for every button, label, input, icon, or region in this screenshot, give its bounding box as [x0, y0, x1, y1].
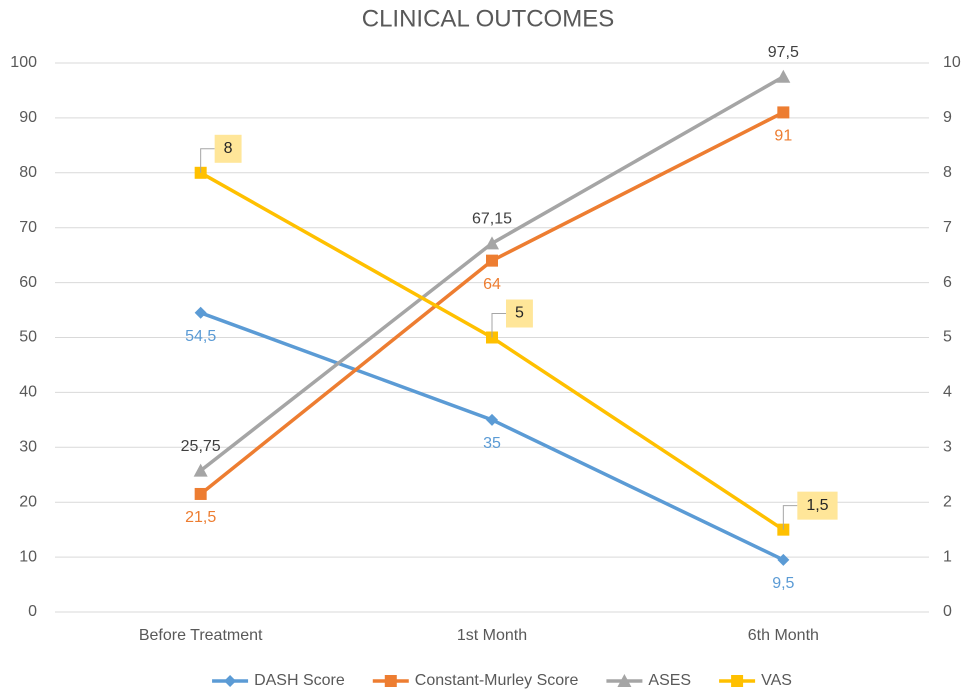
y2-tick-label: 10 [943, 54, 961, 71]
marker [731, 675, 744, 687]
y-tick-label: 70 [19, 219, 37, 236]
marker [777, 553, 790, 566]
x-tick-label: 6th Month [748, 627, 819, 644]
y-tick-label: 60 [19, 274, 37, 291]
y2-tick-label: 2 [943, 493, 952, 510]
series-line [199, 75, 785, 473]
callout-box [506, 299, 533, 328]
y-tick-label: 90 [19, 109, 37, 126]
data-label: 67,15 [472, 211, 512, 228]
marker [194, 487, 207, 500]
legend-label: DASH Score [254, 672, 345, 689]
x-tick-label: 1st Month [457, 627, 527, 644]
y2-tick-label: 1 [943, 548, 952, 565]
y-tick-label: 30 [19, 439, 37, 456]
marker [776, 69, 791, 83]
data-label: 91 [774, 128, 792, 145]
data-label: 5 [515, 305, 524, 322]
y2-tick-label: 0 [943, 603, 952, 620]
y2-tick-label: 9 [943, 109, 952, 126]
marker [224, 675, 237, 687]
data-label: 25,75 [181, 438, 221, 455]
y2-tick-label: 8 [943, 164, 952, 181]
y-tick-label: 80 [19, 164, 37, 181]
marker [617, 674, 632, 687]
y-tick-label: 0 [28, 603, 37, 620]
y-tick-label: 100 [10, 54, 37, 71]
y-tick-label: 20 [19, 493, 37, 510]
marker [194, 306, 207, 319]
data-label: 97,5 [768, 44, 799, 61]
y2-tick-label: 3 [943, 439, 952, 456]
y2-tick-label: 7 [943, 219, 952, 236]
data-label: 35 [483, 435, 501, 452]
y-tick-label: 10 [19, 548, 37, 565]
y-tick-label: 50 [19, 329, 37, 346]
callout-box [214, 134, 242, 163]
data-label: 9,5 [772, 575, 794, 592]
callout-leader [782, 505, 798, 530]
y2-tick-label: 5 [943, 329, 952, 346]
data-label: 21,5 [185, 509, 216, 526]
data-label: 64 [483, 276, 501, 293]
marker [486, 413, 498, 426]
x-tick-label: Before Treatment [139, 627, 263, 644]
legend-label: ASES [648, 672, 691, 689]
callout-leader [200, 148, 215, 173]
data-label: 1,5 [806, 497, 828, 514]
callout-leader [491, 313, 506, 338]
marker [485, 236, 499, 250]
legend: DASH Score Constant-Murley Score ASES VAS [212, 672, 792, 689]
marker [486, 254, 498, 267]
y2-tick-label: 6 [943, 274, 952, 291]
marker [193, 463, 208, 477]
chart-title: CLINICAL OUTCOMES [362, 5, 614, 32]
marker [777, 106, 790, 119]
legend-label: VAS [761, 672, 792, 689]
marker [384, 675, 397, 687]
data-label: 54,5 [185, 328, 216, 345]
data-label: 8 [224, 140, 233, 157]
y-tick-label: 40 [19, 384, 37, 401]
callout-box [797, 491, 838, 520]
y2-tick-label: 4 [943, 384, 952, 401]
legend-label: Constant-Murley Score [415, 672, 579, 689]
